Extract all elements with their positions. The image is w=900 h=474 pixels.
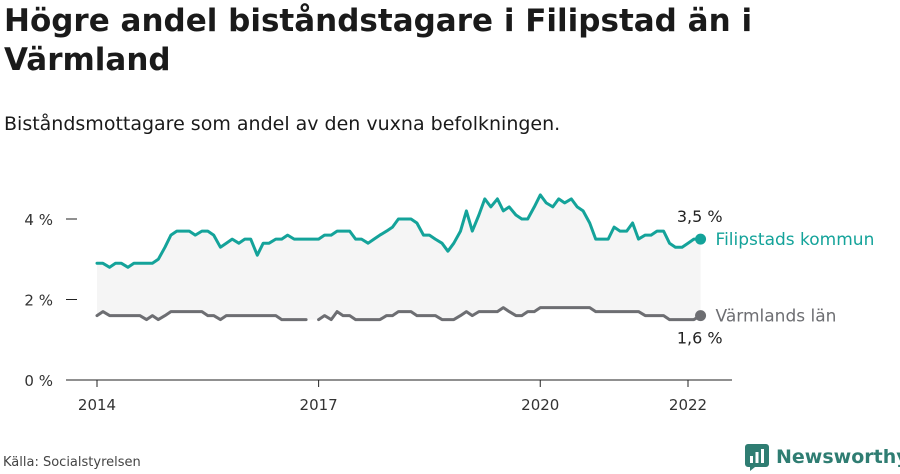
brand-name: Newsworthy xyxy=(776,446,900,468)
x-tick-label: 2022 xyxy=(669,396,707,414)
end-value-varmland: 1,6 % xyxy=(677,329,723,348)
end-point-filipstad xyxy=(695,233,707,245)
newsworthy-bars-icon xyxy=(745,443,769,471)
series-line-varmland xyxy=(95,310,308,322)
axes-layer: 0 % 2 % 4 % 2014 2017 2020 2022 xyxy=(24,211,732,414)
chart-title: Högre andel biståndstagare i Filipstad ä… xyxy=(4,3,753,78)
series-line-filipstad xyxy=(95,193,703,269)
x-tick-label: 2014 xyxy=(78,396,116,414)
series-line-varmland xyxy=(317,306,703,322)
shaded-band xyxy=(97,194,701,320)
y-tick-label: 0 % xyxy=(24,372,53,390)
x-tick-label: 2017 xyxy=(300,396,338,414)
newsworthy-logo: Newsworthy xyxy=(745,443,900,471)
y-tick-label: 4 % xyxy=(24,211,53,229)
series-layer xyxy=(95,193,707,322)
end-point-varmland xyxy=(695,310,707,322)
end-labels-layer: Filipstads kommun 3,5 % Värmlands län 1,6 % xyxy=(677,207,875,347)
band-layer xyxy=(97,194,701,320)
series-name-filipstad: Filipstads kommun xyxy=(716,230,875,250)
series-name-varmland: Värmlands län xyxy=(716,307,837,327)
x-tick-label: 2020 xyxy=(521,396,559,414)
end-value-filipstad: 3,5 % xyxy=(677,207,723,226)
source-note: Källa: Socialstyrelsen xyxy=(3,455,141,470)
y-tick-label: 2 % xyxy=(24,292,53,310)
chart-subtitle: Biståndsmottagare som andel av den vuxna… xyxy=(4,113,561,135)
